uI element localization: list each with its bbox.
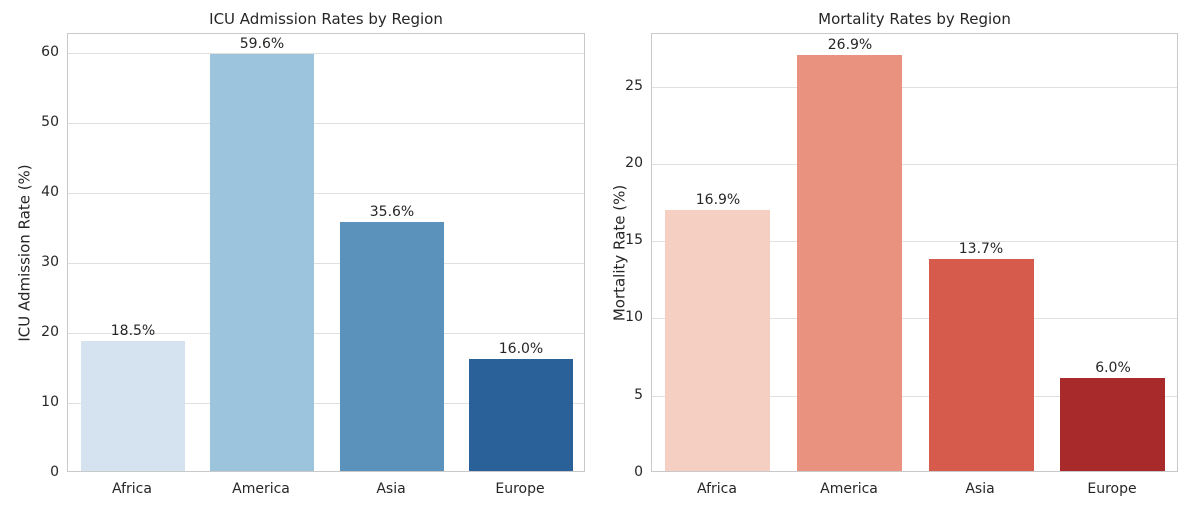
bar-africa [665,210,770,471]
gridline-y15 [652,241,1177,242]
bar-america [210,54,314,471]
bar-europe [469,359,573,471]
bar-value-label-america: 26.9% [827,37,873,53]
x-tick-label-europe: Europe [495,481,545,497]
x-tick-label-asia: Asia [965,481,995,497]
y-tick-label: 60 [41,44,59,60]
gridline-y30 [68,263,584,264]
y-tick-label: 40 [41,184,59,200]
bar-value-label-europe: 6.0% [1095,360,1131,376]
x-tick-label-asia: Asia [376,481,406,497]
gridline-y20 [652,164,1177,165]
gridline-y5 [652,396,1177,397]
chart-title-mortality: Mortality Rates by Region [818,10,1011,28]
y-tick-label: 30 [41,254,59,270]
y-tick-label: 10 [625,309,643,325]
gridline-y40 [68,193,584,194]
x-tick-label-africa: Africa [697,481,737,497]
x-tick-label-africa: Africa [112,481,152,497]
y-tick-label: 10 [41,394,59,410]
bar-africa [81,341,185,471]
x-tick-label-europe: Europe [1087,481,1137,497]
y-tick-label: 25 [625,78,643,94]
gridline-y10 [68,403,584,404]
x-tick-label-america: America [232,481,290,497]
bar-europe [1060,378,1165,471]
bar-asia [340,222,444,471]
chart-title-icu: ICU Admission Rates by Region [209,10,443,28]
gridline-y25 [652,87,1177,88]
bar-asia [929,259,1034,471]
y-tick-label: 5 [634,387,643,403]
y-tick-label: 50 [41,114,59,130]
bar-value-label-america: 59.6% [239,36,285,52]
bar-value-label-africa: 18.5% [110,323,156,339]
plot-area-mortality: 16.9% 26.9% 13.7% 6.0% [651,33,1178,472]
y-tick-label: 0 [50,464,59,480]
gridline-y50 [68,123,584,124]
y-tick-label: 20 [625,155,643,171]
y-tick-label: 0 [634,464,643,480]
bar-america [797,55,902,471]
x-tick-label-america: America [820,481,878,497]
y-axis-title-mortality: Mortality Rate (%) [610,184,628,321]
plot-area-icu: 18.5% 59.6% 35.6% 16.0% [67,33,585,472]
gridline-y20 [68,333,584,334]
y-tick-label: 20 [41,324,59,340]
bar-value-label-europe: 16.0% [498,341,544,357]
y-tick-label: 15 [625,232,643,248]
bar-value-label-asia: 13.7% [958,241,1004,257]
gridline-y10 [652,318,1177,319]
bar-value-label-africa: 16.9% [695,192,741,208]
bar-value-label-asia: 35.6% [369,204,415,220]
gridline-y60 [68,53,584,54]
